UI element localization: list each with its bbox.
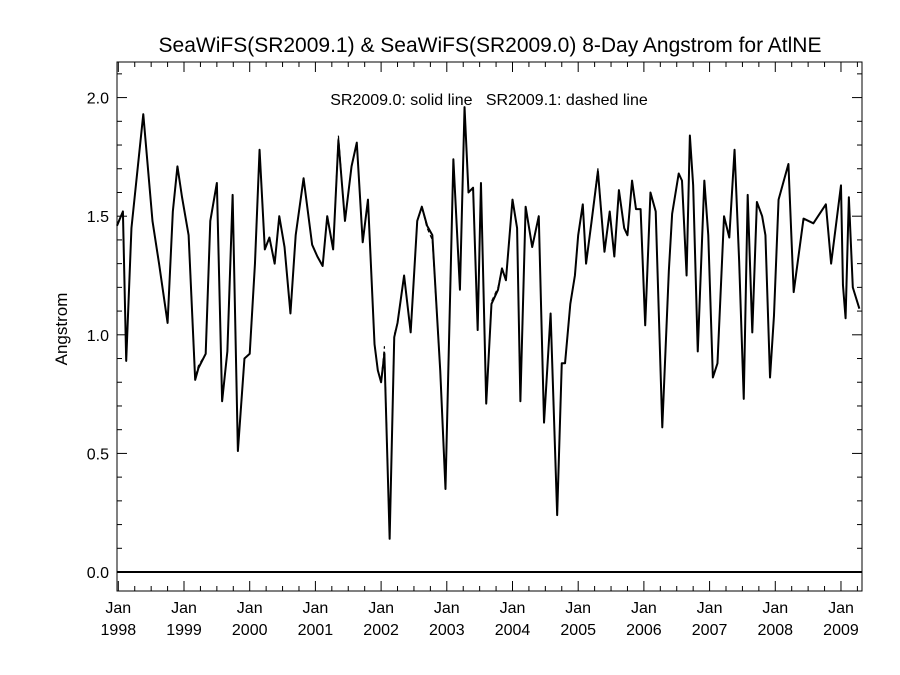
y-tick-label: 0.0 (87, 565, 109, 582)
y-tick-label: 1.0 (87, 328, 109, 345)
y-tick-label: 2.0 (87, 91, 109, 108)
x-tick-label-month: Jan (762, 600, 788, 617)
x-tick-label-month: Jan (171, 600, 197, 617)
x-tick-label-year: 2006 (626, 622, 662, 639)
y-tick-label: 1.5 (87, 209, 109, 226)
x-tick-label-year: 2009 (823, 622, 859, 639)
x-tick-label-year: 1999 (166, 622, 202, 639)
x-tick-label-month: Jan (434, 600, 460, 617)
x-tick-label-month: Jan (303, 600, 329, 617)
x-tick-label-year: 2004 (495, 622, 531, 639)
plot-frame (116, 61, 863, 592)
x-tick-label-month: Jan (828, 600, 854, 617)
x-tick-label-month: Jan (368, 600, 394, 617)
x-tick-label-year: 2008 (757, 622, 793, 639)
series-sr2009-1-dashed-line (116, 106, 860, 540)
x-tick-label-month: Jan (631, 600, 657, 617)
axis-tick-labels: 0.0 0.5 1.0 1.5 2.0 Jan 1998 Jan 1999 Jan 2000 Jan 2… (87, 91, 859, 639)
x-tick-label-month: Jan (565, 600, 591, 617)
x-tick-label-year: 2002 (363, 622, 399, 639)
x-tick-label-month: Jan (105, 600, 131, 617)
x-tick-label-year: 2003 (429, 622, 465, 639)
x-tick-label-year: 2000 (232, 622, 268, 639)
data-series (116, 106, 862, 574)
x-tick-label-month: Jan (237, 600, 263, 617)
y-axis-label: Angstrom (52, 293, 71, 366)
chart-title: SeaWiFS(SR2009.1) & SeaWiFS(SR2009.0) 8-… (159, 34, 822, 57)
x-tick-label-year: 2001 (298, 622, 334, 639)
x-tick-label-year: 2005 (560, 622, 596, 639)
x-tick-label-month: Jan (500, 600, 526, 617)
x-tick-label-year: 2007 (692, 622, 728, 639)
x-tick-label-year: 1998 (101, 622, 137, 639)
x-tick-label-month: Jan (697, 600, 723, 617)
axis-ticks (117, 62, 862, 591)
series-style-annotation: SR2009.0: solid line SR2009.1: dashed li… (330, 92, 648, 109)
y-tick-label: 0.5 (87, 446, 109, 463)
